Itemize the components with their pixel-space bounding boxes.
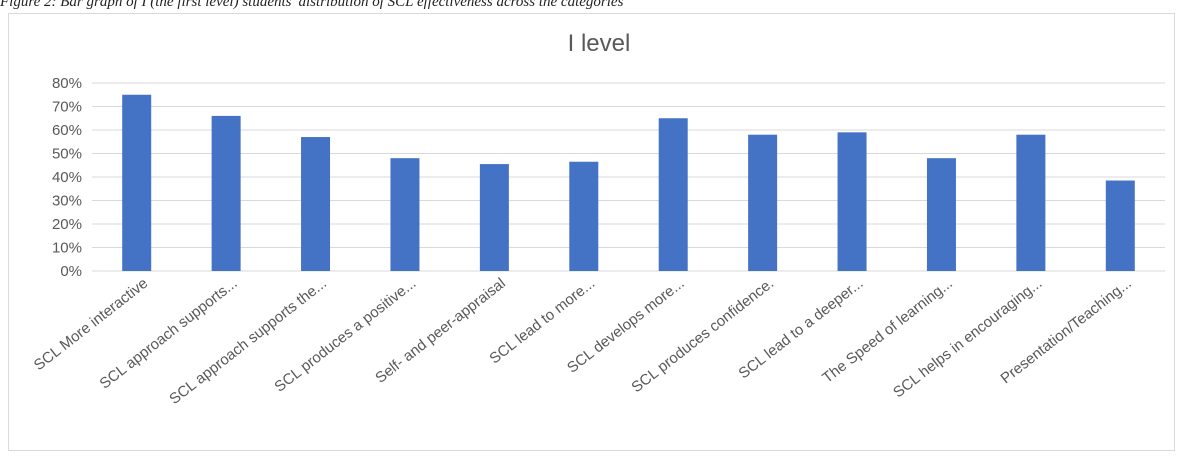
x-tick-label: SCL produces a positive...: [271, 275, 419, 396]
bar: [1105, 180, 1135, 271]
bar: [390, 158, 420, 271]
y-tick-label: 50%: [52, 146, 82, 163]
bar: [1016, 134, 1046, 271]
x-tick-label: SCL helps in encouraging...: [890, 275, 1045, 402]
y-tick-label: 40%: [52, 169, 82, 186]
figure-caption: Figure 2: Bar graph of I (the first leve…: [0, 0, 624, 10]
bars: [122, 94, 1135, 272]
bar: [211, 115, 241, 272]
chart-title: I level: [568, 30, 631, 57]
y-tick-label: 70%: [52, 99, 82, 116]
y-tick-label: 60%: [52, 122, 82, 139]
bar: [837, 132, 867, 271]
y-tick-label: 20%: [52, 216, 82, 233]
bar-chart: I level 0% 10% 20% 30% 40% 50% 60% 70% 80% SCL M…: [31, 30, 1165, 408]
gridlines: [92, 82, 1165, 272]
bar: [658, 118, 688, 271]
y-tick-label: 10%: [52, 240, 82, 257]
bar: [926, 158, 956, 271]
y-tick-label: 0%: [60, 263, 82, 280]
bar: [122, 94, 152, 271]
bar: [301, 137, 331, 271]
bar: [569, 161, 599, 271]
x-tick-label: SCL approach supports the...: [166, 275, 330, 408]
bar: [748, 134, 778, 271]
x-tick-label: SCL produces confidence.: [628, 275, 777, 396]
chart-frame: I level 0% 10% 20% 30% 40% 50% 60% 70% 80% SCL M…: [8, 13, 1175, 451]
bar: [479, 164, 509, 271]
y-tick-label: 30%: [52, 193, 82, 210]
y-tick-label: 80%: [52, 75, 82, 92]
y-axis-tick-labels: 0% 10% 20% 30% 40% 50% 60% 70% 80%: [52, 75, 82, 280]
